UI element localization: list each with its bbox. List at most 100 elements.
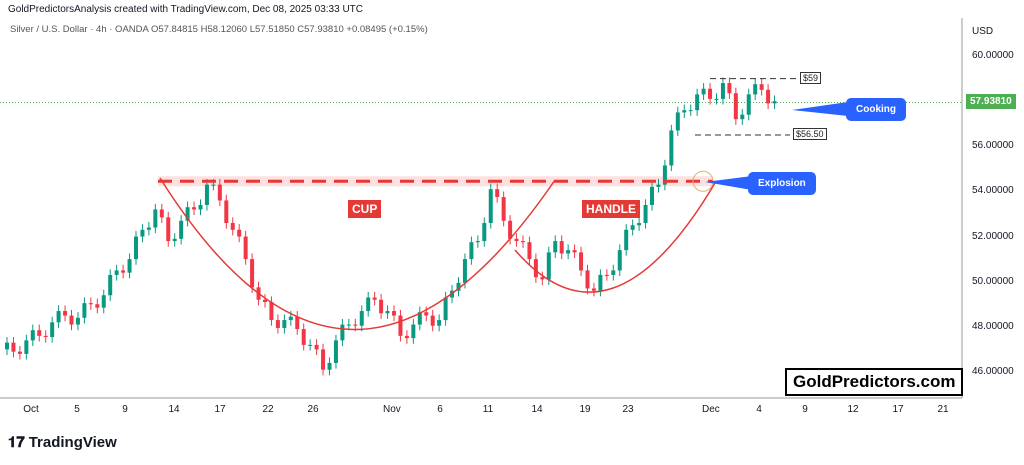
candle-body	[682, 110, 687, 113]
candle-body	[701, 88, 706, 95]
x-tick-label: 4	[756, 404, 762, 415]
currency-label: USD	[972, 26, 994, 37]
candle-body	[269, 302, 274, 321]
candle-body	[288, 316, 293, 321]
candle-body	[475, 241, 480, 243]
candle-body	[211, 184, 216, 186]
symbol-legend: Silver / U.S. Dollar · 4h · OANDA O57.84…	[10, 24, 428, 35]
x-tick-label: Oct	[23, 404, 39, 415]
candle-body	[650, 186, 654, 205]
candle-body	[546, 252, 551, 280]
candle-body	[159, 209, 164, 218]
candle-body	[695, 94, 700, 111]
candle-body	[753, 84, 758, 95]
candle-body	[95, 304, 100, 308]
candle-body	[366, 297, 371, 312]
candle-body	[746, 94, 751, 115]
candle-body	[591, 288, 596, 291]
handle-curve	[514, 182, 716, 293]
candle-body	[495, 189, 500, 198]
x-tick-label: 12	[847, 404, 859, 415]
candle-body	[708, 88, 713, 99]
candle-body	[514, 238, 519, 242]
candle-body	[643, 204, 648, 224]
candle-body	[295, 316, 300, 330]
candle-body	[82, 303, 87, 318]
candle-body	[346, 324, 351, 326]
x-tick-label: 6	[437, 404, 443, 415]
candle-body	[424, 312, 429, 316]
candle-body	[720, 83, 725, 99]
candle-body	[172, 238, 177, 242]
candle-body	[30, 330, 35, 341]
candle-body	[533, 259, 538, 278]
candle-body	[604, 274, 609, 276]
candle-body	[63, 311, 68, 316]
candle-body	[88, 303, 93, 305]
x-tick-label: Nov	[383, 404, 401, 415]
x-tick-label: 21	[937, 404, 949, 415]
candle-body	[675, 112, 680, 131]
candle-body	[217, 184, 222, 201]
candle-body	[359, 311, 364, 326]
tv-logo-icon: 𝟏𝟕	[8, 434, 25, 451]
cooking-callout: Cooking	[846, 98, 906, 121]
candle-body	[404, 335, 409, 339]
candle-body	[37, 330, 42, 336]
explosion-callout: Explosion	[748, 172, 816, 195]
candle-body	[740, 114, 745, 120]
candle-body	[275, 320, 280, 328]
candle-body	[443, 297, 448, 321]
x-tick-label: 14	[531, 404, 543, 415]
candle-body	[153, 209, 158, 228]
candle-body	[121, 270, 126, 273]
y-tick-label: 60.00000	[972, 50, 1014, 61]
candle-body	[140, 229, 145, 237]
candle-body	[24, 340, 29, 354]
candle-body	[198, 204, 203, 210]
candle-body	[669, 130, 674, 166]
candle-body	[224, 200, 229, 224]
candle-body	[566, 250, 571, 254]
candle-body	[598, 274, 603, 291]
candle-body	[230, 223, 235, 230]
x-tick-label: 9	[122, 404, 128, 415]
candle-body	[75, 317, 80, 325]
candle-body	[237, 229, 242, 237]
tradingview-logo[interactable]: 𝟏𝟕 TradingView	[8, 434, 117, 451]
candle-body	[340, 324, 345, 341]
x-tick-label: 22	[262, 404, 274, 415]
candle-body	[69, 315, 74, 325]
candle-body	[611, 270, 616, 275]
candle-body	[759, 84, 764, 90]
cup-label: CUP	[348, 200, 382, 218]
candle-body	[301, 329, 306, 345]
candle-body	[327, 362, 332, 370]
candle-body	[437, 320, 442, 326]
candle-body	[417, 312, 422, 325]
candle-body	[166, 217, 171, 242]
candle-body	[5, 342, 9, 350]
candle-body	[134, 236, 138, 260]
x-tick-label: 5	[74, 404, 80, 415]
cup-curve	[159, 177, 556, 331]
candle-body	[579, 252, 584, 271]
candle-body	[17, 351, 22, 354]
candle-body	[733, 93, 738, 120]
candle-body	[250, 259, 255, 288]
candle-body	[379, 299, 384, 314]
candle-body	[469, 242, 474, 260]
cooking-pointer	[792, 102, 848, 116]
candle-body	[508, 220, 513, 239]
candle-body	[462, 259, 467, 283]
candle-body	[585, 270, 590, 289]
candle-body	[282, 320, 287, 328]
candle-body	[353, 324, 358, 326]
candle-body	[385, 311, 390, 314]
x-tick-label: 14	[168, 404, 180, 415]
candle-body	[372, 297, 377, 300]
candle-body	[727, 83, 732, 94]
candle-body	[527, 242, 532, 260]
candle-body	[146, 227, 151, 230]
